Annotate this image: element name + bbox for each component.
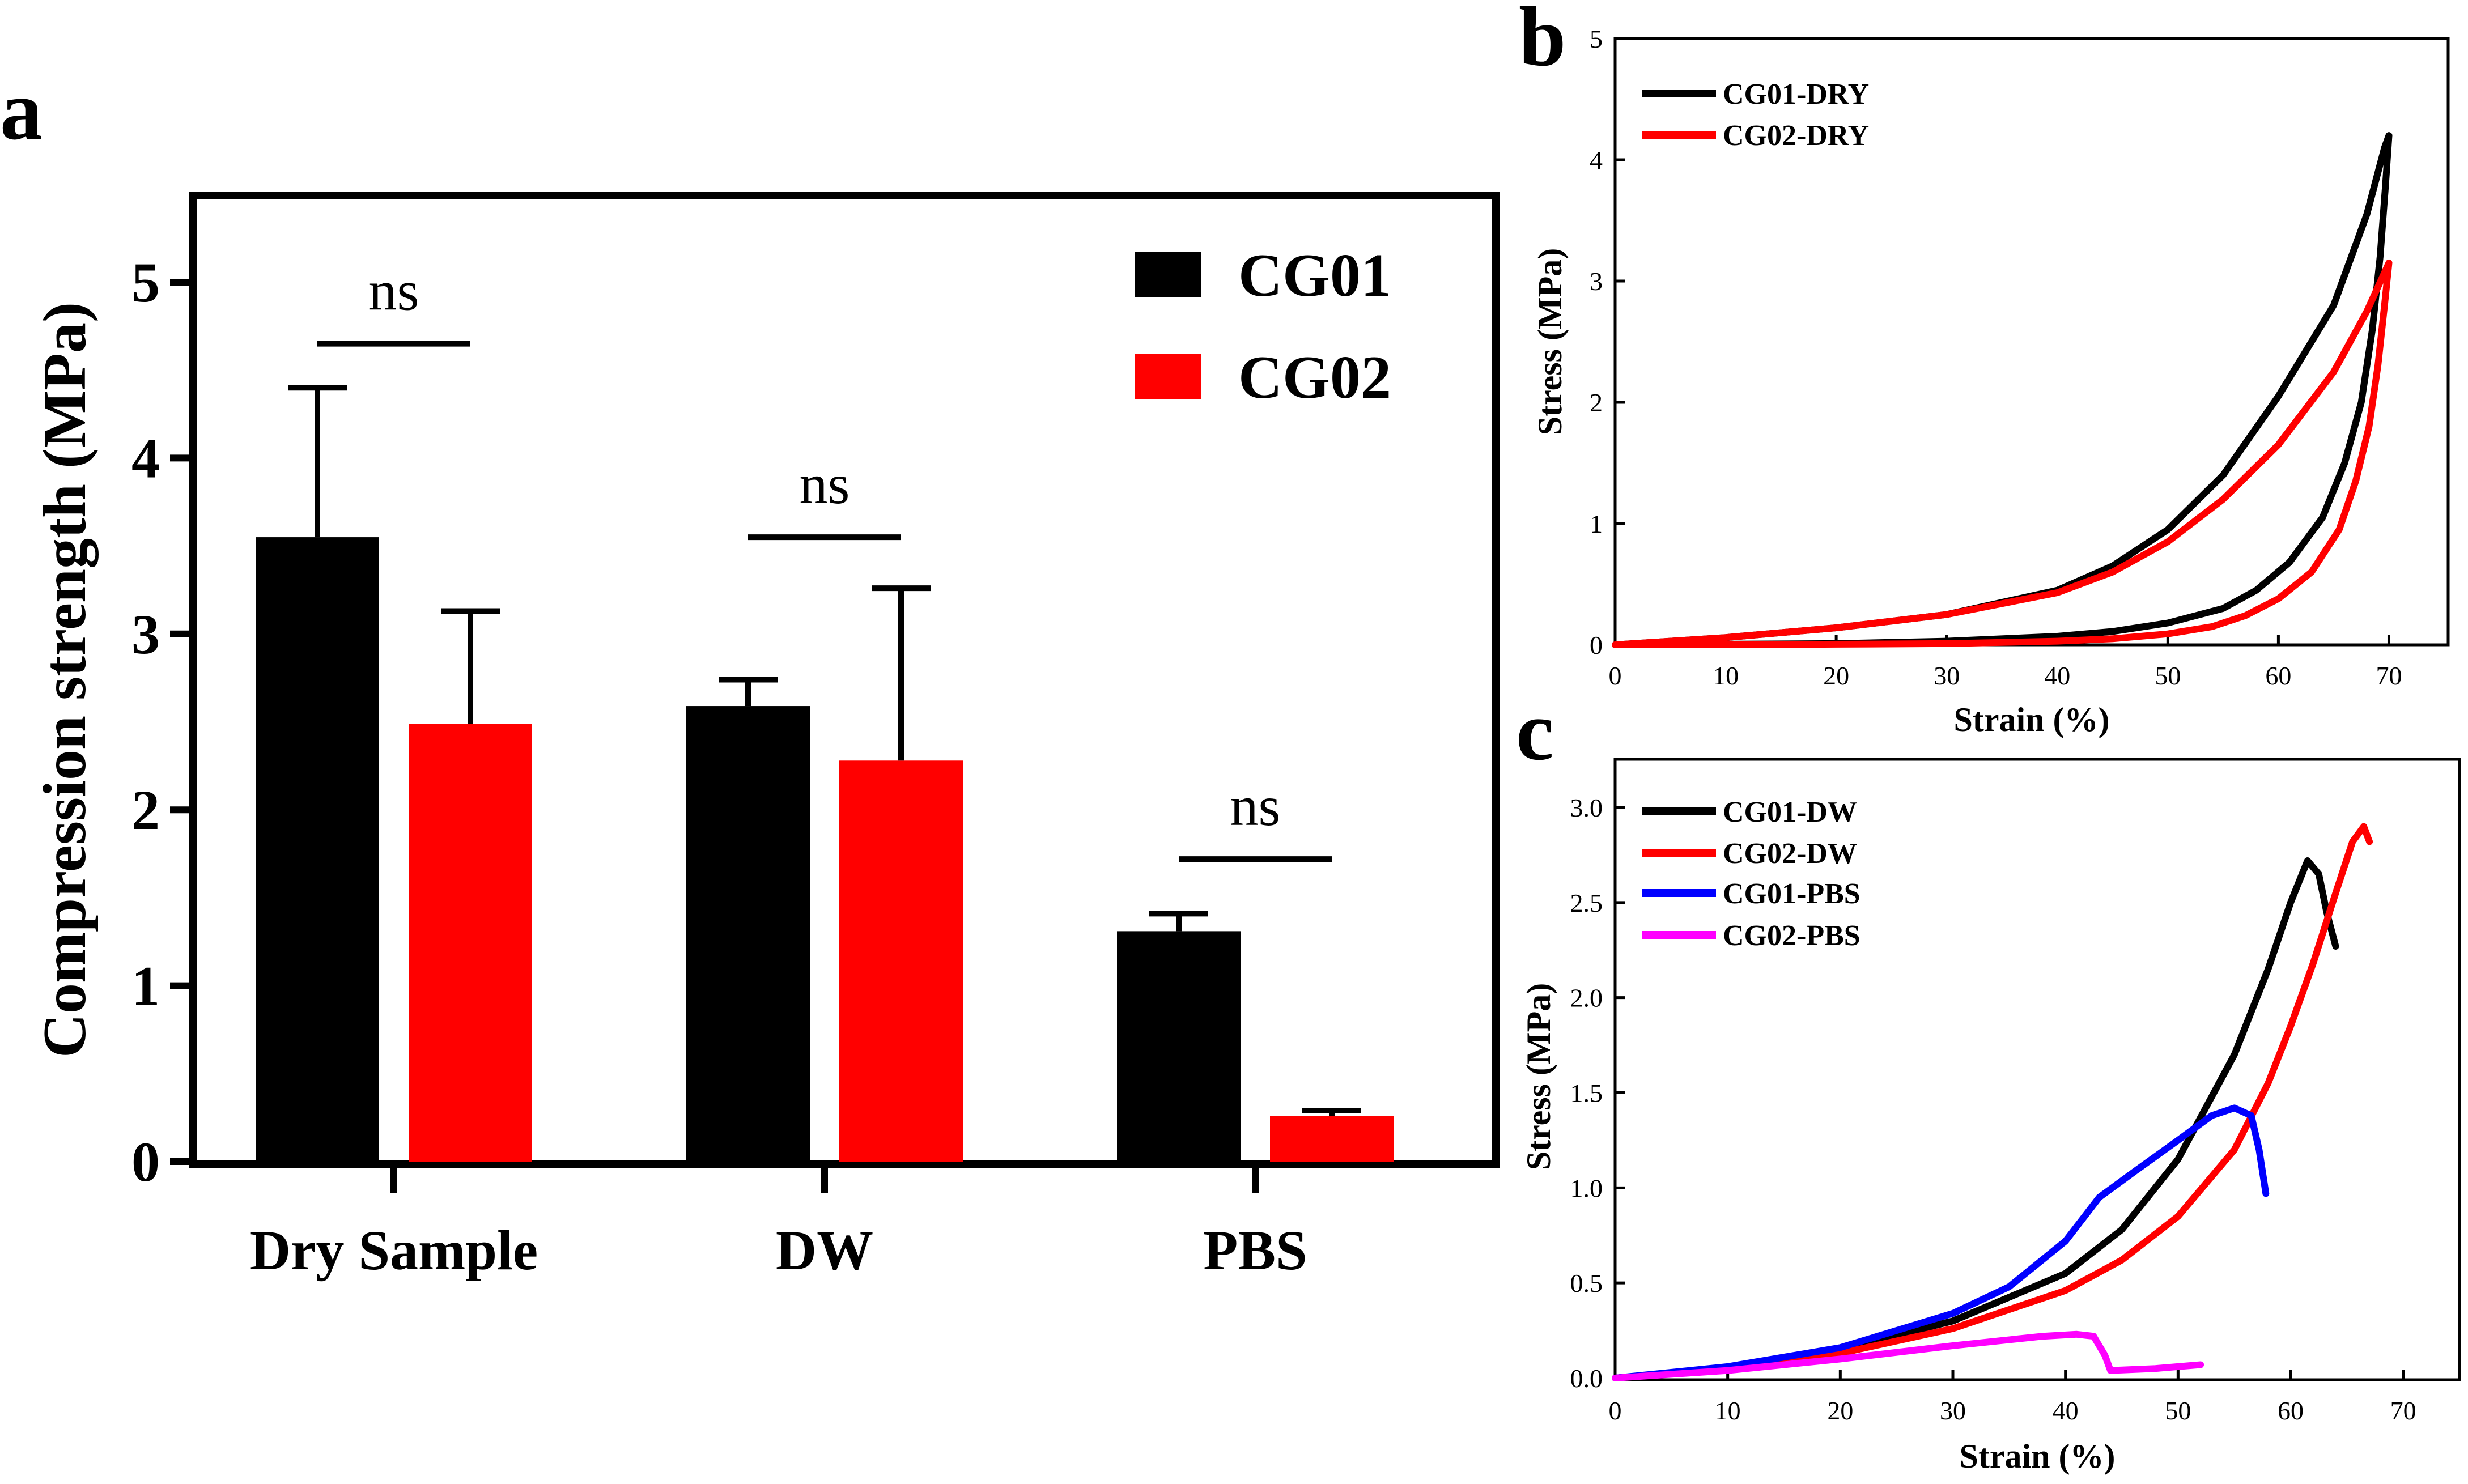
legend: CG01-DW CG02-DW CG01-PBS CG02-PBS	[1642, 796, 1860, 952]
y-tick-label: 0	[1590, 631, 1603, 660]
y-axis-label: Compression strength (MPa)	[31, 302, 99, 1058]
legend-label-cg02-dw: CG02-DW	[1723, 837, 1857, 870]
legend-label-cg01-pbs: CG01-PBS	[1723, 878, 1860, 910]
series-line-cg01-pbs	[1612, 1104, 2270, 1381]
y-tick-label: 4	[131, 427, 160, 490]
y-tick-label: 1.5	[1570, 1079, 1603, 1108]
legend-label-cg01-dw: CG01-DW	[1723, 796, 1857, 828]
significance-label: ns	[369, 260, 419, 322]
x-tick-label: 50	[2155, 661, 2181, 690]
y-tick-label: 1	[1590, 509, 1603, 538]
x-tick-label: 40	[2044, 661, 2070, 690]
x-tick-label: 20	[1827, 1396, 1853, 1425]
x-tick-label: 10	[1715, 1396, 1741, 1425]
bar-cg01	[1117, 931, 1241, 1162]
series-line-cg02-dry	[1612, 259, 2393, 648]
legend-label-cg01: CG01	[1238, 242, 1391, 309]
x-tick-label: 40	[2053, 1396, 2079, 1425]
legend-swatch-cg01	[1135, 252, 1201, 297]
x-tick-label: PBS	[1203, 1219, 1307, 1282]
legend: CG01 CG02	[1135, 242, 1391, 411]
error-bars	[288, 385, 1361, 1116]
y-tick-label: 0.0	[1570, 1364, 1603, 1393]
significance-label: ns	[1230, 775, 1281, 837]
x-tick-label: 30	[1934, 661, 1960, 690]
series-line-cg01-dry	[1612, 132, 2393, 648]
x-tick-label: 20	[1823, 661, 1849, 690]
x-axis-label: Strain (%)	[1954, 701, 2110, 738]
x-tick-label: DW	[776, 1219, 873, 1282]
y-tick-label: 2	[1590, 388, 1603, 417]
series-lines	[1612, 823, 2373, 1381]
legend-swatch-cg02	[1135, 354, 1201, 399]
plot-frame	[1613, 758, 2461, 1381]
significance-label: ns	[800, 453, 850, 516]
bars	[256, 537, 1394, 1162]
legend-label-cg02-pbs: CG02-PBS	[1723, 920, 1860, 952]
y-tick-label: 1	[131, 955, 160, 1018]
line-chart-panel-b: 0 10 20 30 40 50 60 70 0 1 2 3 4 5 Strain (%) Stress …	[1531, 24, 2450, 738]
line-chart-panel-c: 0 10 20 30 40 50 60 70 0.0 0.5 1.0 1.5 2.0 2.5 3.0 Str…	[1520, 758, 2461, 1475]
y-axis-label: Stress (MPa)	[1531, 248, 1569, 435]
x-tick-label: 60	[2278, 1396, 2304, 1425]
series-lines	[1612, 132, 2393, 648]
legend-label-cg02-dry: CG02-DRY	[1723, 120, 1869, 152]
x-axis: Dry Sample DW PBS	[250, 1164, 1307, 1282]
axes: 0 10 20 30 40 50 60 70 0.0 0.5 1.0 1.5 2.0 2.5 3.0	[1570, 793, 2416, 1425]
y-tick-label: 4	[1590, 146, 1603, 175]
axes: 0 10 20 30 40 50 60 70 0 1 2 3 4 5	[1590, 24, 2402, 690]
x-tick-label: 60	[2265, 661, 2291, 690]
series-line-cg02-dw	[1612, 823, 2373, 1381]
y-axis-label: Stress (MPa)	[1520, 983, 1557, 1170]
bar-cg02	[839, 760, 963, 1162]
y-tick-label: 3	[131, 603, 160, 666]
x-tick-label: 50	[2165, 1396, 2191, 1425]
y-tick-label: 0.5	[1570, 1269, 1603, 1298]
x-tick-label: 30	[1940, 1396, 1966, 1425]
legend-label-cg02: CG02	[1238, 344, 1391, 411]
y-tick-label: 5	[131, 251, 160, 314]
significance-annotations: ns ns ns	[317, 260, 1332, 862]
panel-label-b: b	[1519, 0, 1566, 84]
bar-cg02	[409, 724, 532, 1162]
y-tick-label: 2.0	[1570, 984, 1603, 1013]
y-tick-label: 2	[131, 779, 160, 841]
x-tick-label: 10	[1713, 661, 1739, 690]
x-tick-label: Dry Sample	[250, 1219, 538, 1282]
x-axis-label: Strain (%)	[1960, 1438, 2116, 1475]
x-tick-label: 0	[1609, 661, 1622, 690]
y-tick-label: 3	[1590, 267, 1603, 296]
y-tick-label: 0	[131, 1130, 160, 1193]
legend: CG01-DRY CG02-DRY	[1642, 78, 1869, 152]
y-tick-label: 3.0	[1570, 793, 1603, 822]
y-tick-label: 2.5	[1570, 888, 1603, 917]
bar-cg02	[1270, 1116, 1394, 1162]
series-line-cg02-pbs	[1612, 1330, 2204, 1381]
legend-label-cg01-dry: CG01-DRY	[1723, 78, 1869, 110]
bar-cg01	[686, 706, 810, 1162]
x-tick-label: 70	[2390, 1396, 2416, 1425]
panel-label-a: a	[0, 63, 43, 158]
bar-cg01	[256, 537, 379, 1162]
x-tick-label: 70	[2376, 661, 2402, 690]
panel-label-c: c	[1516, 684, 1554, 778]
y-axis: 0 1 2 3 4 5	[131, 251, 193, 1193]
x-tick-label: 0	[1609, 1396, 1622, 1425]
y-tick-label: 1.0	[1570, 1173, 1603, 1202]
y-tick-label: 5	[1590, 24, 1603, 53]
plot-frame	[189, 192, 1500, 1168]
bar-chart-panel-a: 0 1 2 3 4 5 Dry Sample DW PBS ns ns ns Compressio…	[31, 192, 1500, 1282]
